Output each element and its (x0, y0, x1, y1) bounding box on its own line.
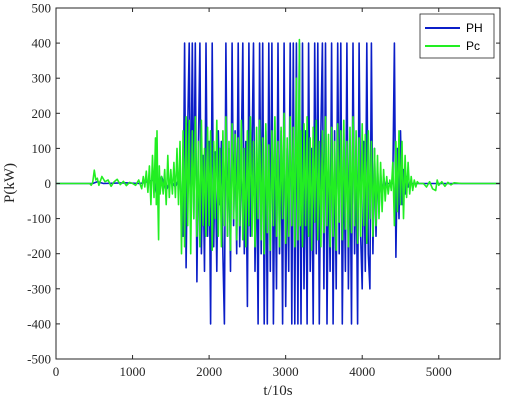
y-tick-label: 500 (32, 1, 52, 16)
y-tick-label: -100 (27, 211, 51, 226)
x-axis-label: t/10s (263, 383, 292, 399)
y-ticks: -500 -400 -300 -200 -100 0 100 200 300 400 500 (27, 1, 500, 367)
x-tick-label: 2000 (196, 364, 222, 379)
x-ticks: 0 1000 2000 3000 4000 5000 (53, 8, 452, 379)
y-tick-label: 100 (32, 141, 52, 156)
y-tick-label: 0 (45, 176, 52, 191)
x-tick-label: 5000 (426, 364, 452, 379)
y-tick-label: 200 (32, 106, 52, 121)
y-tick-label: 400 (32, 36, 52, 51)
y-axis-label: P(kW) (2, 163, 18, 203)
legend-box (419, 13, 495, 59)
x-tick-label: 4000 (349, 364, 375, 379)
legend-label-ph: PH (466, 21, 483, 35)
y-tick-label: -300 (27, 281, 51, 296)
x-tick-label: 1000 (120, 364, 146, 379)
legend-label-pc: Pc (466, 39, 480, 53)
series-layer (56, 38, 500, 325)
y-tick-label: -200 (27, 246, 51, 261)
y-tick-label: -400 (27, 316, 51, 331)
y-tick-label: -500 (27, 352, 51, 367)
x-tick-label: 0 (53, 364, 60, 379)
x-tick-label: 3000 (273, 364, 299, 379)
legend: PH Pc (419, 13, 495, 59)
series-line-pc (56, 38, 500, 255)
y-tick-label: 300 (32, 71, 52, 86)
